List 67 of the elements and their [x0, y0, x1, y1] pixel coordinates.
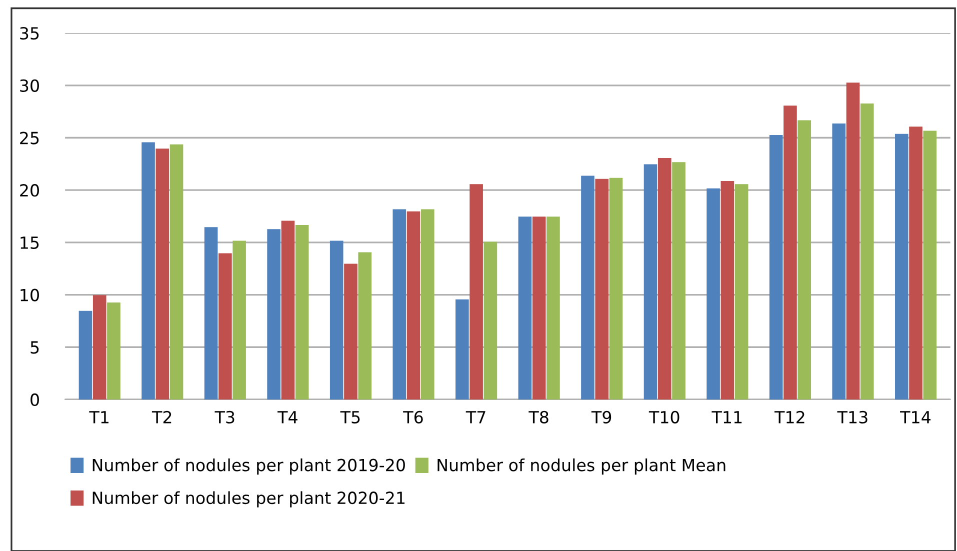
x-tick-label: T5 [340, 411, 360, 424]
bar [470, 184, 483, 400]
bar [518, 216, 532, 400]
bar [581, 176, 594, 400]
y-tick-label: 15 [20, 236, 39, 250]
x-tick-label: T2 [152, 410, 172, 424]
bar [720, 181, 734, 400]
bar [532, 216, 546, 400]
bar [860, 104, 874, 400]
bar [846, 82, 860, 400]
bar [456, 299, 469, 400]
x-tick-label: T12 [774, 410, 804, 424]
bar [595, 178, 609, 400]
legend-label: Number of nodules per plant 2019-20 [92, 458, 405, 475]
bar [392, 209, 406, 400]
bar [894, 134, 908, 400]
x-tick-label: T10 [648, 410, 680, 424]
y-tick-label: 35 [20, 27, 39, 40]
bar [734, 184, 748, 400]
bar [78, 310, 92, 400]
bar [672, 162, 686, 400]
x-tick-label: T3 [214, 410, 234, 424]
bar [330, 240, 344, 400]
bar [923, 130, 937, 400]
bar [204, 227, 218, 400]
bar [420, 209, 434, 400]
bar [644, 164, 658, 400]
y-tick-label: 25 [20, 132, 39, 144]
bar [769, 134, 783, 400]
bar [406, 211, 420, 400]
x-tick-label: T6 [403, 410, 423, 424]
bar [546, 216, 560, 400]
x-tick-label: T1 [89, 411, 108, 424]
bar [156, 148, 170, 400]
legend-label: Number of nodules per plant 2020-21 [92, 491, 405, 508]
bar [218, 253, 232, 400]
legend-label: Number of nodules per plant Mean [438, 458, 726, 475]
y-tick-label: 30 [20, 79, 39, 92]
bar [107, 302, 120, 400]
bar [832, 123, 846, 400]
bar [142, 142, 155, 400]
bar [170, 144, 184, 400]
y-tick-label: 10 [20, 288, 39, 302]
bar [92, 295, 106, 400]
x-tick-label: T9 [591, 410, 612, 424]
bar [281, 220, 295, 400]
bar [658, 158, 672, 400]
x-tick-label: T13 [837, 410, 868, 424]
x-tick-label: T8 [528, 410, 548, 424]
bar [484, 242, 498, 400]
bar [267, 229, 280, 400]
bar [358, 252, 372, 400]
bar [232, 240, 246, 400]
x-tick-label: T14 [900, 411, 931, 424]
x-tick-label: T4 [278, 411, 298, 424]
x-tick-label: T11 [712, 411, 742, 424]
bar [344, 264, 358, 400]
y-tick-label: 0 [30, 393, 39, 406]
y-tick-label: 5 [30, 341, 39, 354]
x-tick-label: T7 [466, 411, 486, 424]
bar [609, 178, 623, 400]
bar [706, 188, 720, 400]
bar [798, 120, 811, 400]
bar [909, 126, 922, 400]
y-tick-label: 20 [20, 184, 39, 197]
bar [295, 224, 309, 400]
bar [784, 106, 797, 400]
